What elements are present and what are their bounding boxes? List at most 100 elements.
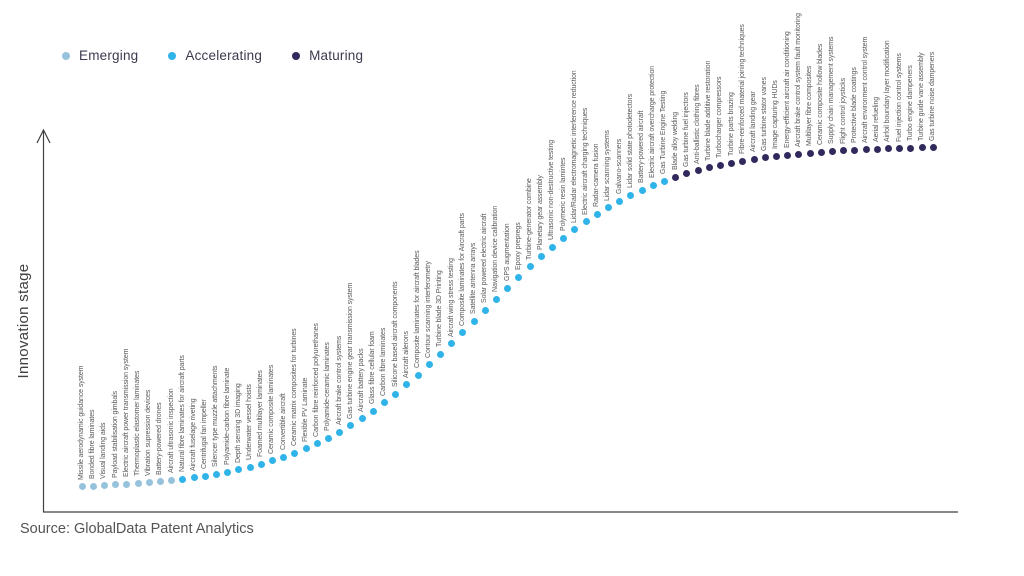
data-point: [582, 218, 590, 226]
data-point-label: Airfoil boundary layer modification: [884, 40, 892, 142]
data-point-label: Silicone based aircraft components: [391, 281, 399, 388]
data-point: [515, 273, 523, 281]
data-point: [313, 440, 321, 448]
data-point-label: Turbine blade additive restoration: [705, 60, 713, 161]
data-point: [784, 151, 792, 159]
data-point: [772, 152, 780, 160]
data-point: [336, 428, 344, 436]
source-note: Source: GlobalData Patent Analytics: [20, 521, 254, 537]
data-point-label: Gas turbine engine gear transmission sys…: [346, 282, 354, 419]
data-point: [481, 306, 489, 314]
data-point-label: Lidar solid state photodetectors: [626, 94, 634, 189]
data-point-label: Turbine parts brazing: [727, 92, 735, 157]
data-point-label: Silencer type muzzle attachments: [212, 365, 220, 468]
legend-label-emerging: Emerging: [79, 48, 139, 63]
data-point: [616, 197, 624, 205]
data-point: [672, 173, 680, 181]
data-point-label: Ceramic matrix composites for turbines: [290, 328, 298, 447]
data-point-label: Convertible aircraft: [279, 393, 287, 451]
data-point: [302, 445, 310, 453]
data-point: [548, 243, 556, 251]
data-point-label: Foamed multilayer laminates: [257, 370, 265, 458]
data-point: [627, 191, 635, 199]
data-point-label: Lidar/Radar electromagnetic interference…: [570, 70, 578, 223]
data-point: [392, 390, 400, 398]
data-point: [224, 468, 232, 476]
data-point-label: Aircraft brake control system fault moni…: [794, 13, 802, 147]
data-point-label: Electric aircraft charging techniques: [582, 107, 589, 215]
data-point: [795, 150, 803, 158]
maturing-dot-icon: [292, 51, 301, 60]
data-point: [638, 186, 646, 194]
data-point-label: Gas turbine noise dampeners: [929, 51, 937, 141]
data-point: [884, 145, 892, 153]
data-point: [145, 479, 153, 487]
data-point-label: Satellite antenna arrays: [470, 243, 477, 315]
data-point-label: Payload stabilisation gimbals: [111, 390, 119, 478]
data-point: [470, 317, 478, 325]
data-point-label: Aerial refueling: [873, 97, 881, 143]
data-point-label: Centrifugal fan impeller: [201, 399, 209, 470]
data-point: [862, 146, 870, 154]
data-point-label: Aircraft battery packs: [358, 348, 365, 412]
data-point: [918, 144, 926, 152]
data-point: [78, 483, 86, 491]
data-point: [201, 472, 209, 480]
data-point-label: Underwater vessel hoists: [246, 384, 253, 461]
data-point-label: Polyamide-ceramic laminates: [324, 342, 332, 432]
data-point: [246, 463, 254, 471]
data-point: [492, 295, 500, 303]
data-point: [593, 210, 601, 218]
data-point-label: Galvano-scanners: [615, 139, 623, 195]
data-point-label: Contour scanning interferometry: [425, 261, 433, 358]
data-point-label: Carbon fibre reinforced polyurethanes: [313, 322, 321, 437]
data-point-label: Navigation device calibration: [492, 205, 500, 293]
data-point-label: Turbine blade 3D Printing: [436, 270, 444, 348]
data-point: [560, 234, 568, 242]
data-point: [459, 329, 467, 337]
data-point-label: Composite laminates for Aircraft parts: [458, 212, 466, 326]
data-point: [436, 350, 444, 358]
accelerating-dot-icon: [168, 51, 177, 60]
data-point-label: Aircraft landing gear: [750, 91, 757, 153]
data-point-label: Turbocharger compressors: [716, 76, 724, 159]
data-point: [358, 415, 366, 423]
data-point: [291, 449, 299, 457]
data-point-label: Battery-powered aircraft: [638, 110, 645, 184]
data-point-label: Flight control joysticks: [839, 77, 847, 144]
data-point-label: Aircraft ultrasonic inspection: [167, 388, 175, 474]
data-point: [280, 453, 288, 461]
legend-label-accelerating: Accelerating: [185, 48, 263, 63]
data-point-label: Turbo engine dampeners: [906, 65, 914, 142]
data-point: [840, 147, 848, 155]
data-point-label: GPS augmentation: [503, 223, 511, 282]
data-point: [761, 154, 769, 162]
data-point: [828, 147, 836, 155]
data-point: [212, 470, 220, 478]
data-point-label: Radar-camera fusion: [593, 143, 601, 208]
data-point-label: Aircraft environment control system: [862, 36, 869, 143]
data-point: [649, 181, 657, 189]
data-point: [380, 399, 388, 407]
data-point-label: Fuel injection control systems: [895, 52, 903, 142]
data-point: [660, 177, 668, 185]
legend-label-maturing: Maturing: [309, 48, 364, 63]
data-point-label: Energy-efficient aircraft air conditioni…: [783, 31, 791, 149]
data-point: [414, 371, 422, 379]
data-point-label: Vibration supression devices: [145, 389, 153, 476]
data-point: [873, 145, 881, 153]
data-point-label: Epoxy prepregs: [514, 222, 522, 271]
data-point: [134, 479, 142, 487]
data-point-label: Ceramic composite hollow blades: [817, 44, 825, 146]
data-point-label: Electric aircraft overcharge protection: [649, 66, 657, 179]
data-point-label: Glass fibre cellular foam: [369, 331, 377, 405]
data-point-label: Gas turbine stator vanes: [761, 76, 769, 151]
data-point: [504, 284, 512, 292]
data-point: [448, 340, 456, 348]
data-point-label: Image capturing HUDs: [772, 80, 780, 150]
data-point: [425, 361, 433, 369]
data-point-label: Flexible PV Laminate: [302, 377, 309, 442]
data-point: [817, 148, 825, 156]
data-point-label: Turbine-generator combine: [526, 178, 533, 260]
